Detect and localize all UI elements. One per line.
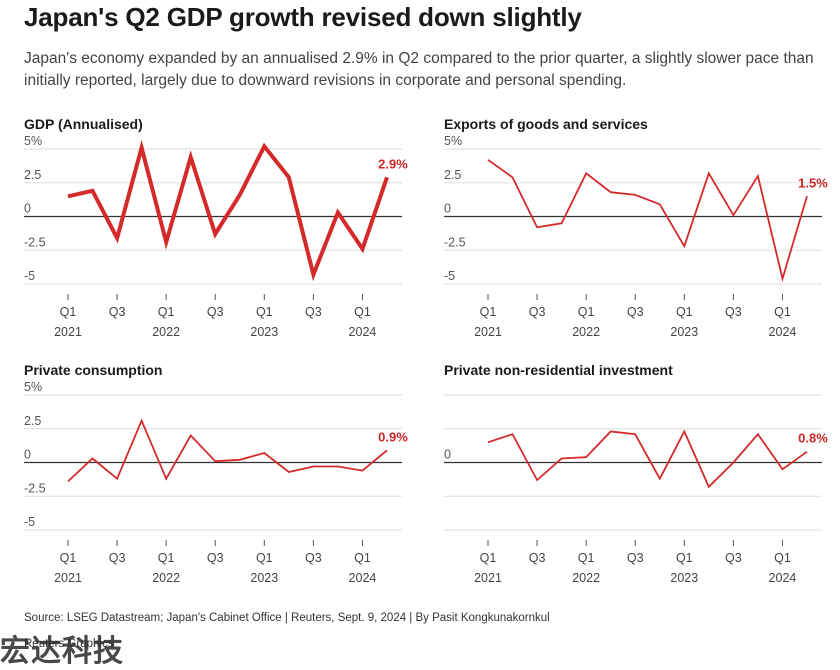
y-tick-label: 2.5 bbox=[24, 168, 41, 182]
y-tick-label: 2.5 bbox=[24, 414, 41, 428]
x-tick-year-label: 2023 bbox=[670, 571, 698, 585]
x-tick-label: Q3 bbox=[627, 305, 644, 319]
x-tick-label: Q1 bbox=[256, 551, 273, 565]
x-tick-year-label: 2024 bbox=[349, 325, 377, 339]
x-tick-year-label: 2024 bbox=[769, 325, 797, 339]
y-tick-label: 5% bbox=[444, 134, 462, 148]
x-tick-year-label: 2023 bbox=[670, 325, 698, 339]
x-tick-label: Q3 bbox=[207, 305, 224, 319]
x-tick-year-label: 2024 bbox=[349, 571, 377, 585]
x-tick-label: Q3 bbox=[109, 551, 126, 565]
chart-svg: 5% 2.5 0 -2.5 -5 Q1 2021 Q3 Q1 2022 Q3 Q1 2023 Q3 Q1 20… bbox=[24, 116, 424, 356]
x-tick-label: Q3 bbox=[109, 305, 126, 319]
x-tick-label: Q1 bbox=[578, 551, 595, 565]
x-tick-year-label: 2022 bbox=[572, 571, 600, 585]
x-tick-year-label: 2022 bbox=[152, 571, 180, 585]
y-tick-label: -5 bbox=[24, 515, 35, 529]
x-tick-label: Q3 bbox=[725, 551, 742, 565]
x-tick-label: Q1 bbox=[60, 551, 77, 565]
y-tick-label: 5% bbox=[24, 134, 42, 148]
x-tick-label: Q1 bbox=[354, 551, 371, 565]
chart-svg: 5% 2.5 0 -2.5 -5 Q1 2021 Q3 Q1 2022 Q3 Q1 2023 Q3 Q1 20… bbox=[444, 116, 840, 356]
data-label: 2.9% bbox=[378, 156, 408, 171]
series-line bbox=[488, 160, 807, 279]
x-tick-label: Q1 bbox=[578, 305, 595, 319]
x-tick-label: Q1 bbox=[256, 305, 273, 319]
page-title: Japan's Q2 GDP growth revised down sligh… bbox=[24, 2, 582, 33]
source-note: Source: LSEG Datastream; Japan's Cabinet… bbox=[24, 612, 550, 624]
series-line bbox=[68, 421, 387, 482]
y-tick-label: -2.5 bbox=[24, 235, 46, 249]
y-tick-label: -5 bbox=[24, 269, 35, 283]
y-tick-label: 2.5 bbox=[444, 168, 461, 182]
x-tick-year-label: 2022 bbox=[572, 325, 600, 339]
x-tick-year-label: 2023 bbox=[250, 325, 278, 339]
x-tick-label: Q1 bbox=[480, 305, 497, 319]
x-tick-label: Q3 bbox=[305, 305, 322, 319]
y-tick-label: 0 bbox=[444, 448, 451, 462]
x-tick-label: Q3 bbox=[305, 551, 322, 565]
x-tick-label: Q1 bbox=[354, 305, 371, 319]
data-label: 0.8% bbox=[798, 431, 828, 446]
x-tick-year-label: 2021 bbox=[54, 325, 82, 339]
x-tick-year-label: 2021 bbox=[474, 325, 502, 339]
chart-svg: 0 Q1 2021 Q3 Q1 2022 Q3 Q1 2023 Q3 Q1 2024 0.8% bbox=[444, 362, 840, 602]
x-tick-label: Q1 bbox=[158, 305, 175, 319]
y-tick-label: 5% bbox=[24, 380, 42, 394]
x-tick-label: Q1 bbox=[676, 551, 693, 565]
y-tick-label: 0 bbox=[24, 202, 31, 216]
x-tick-year-label: 2023 bbox=[250, 571, 278, 585]
x-tick-label: Q3 bbox=[627, 551, 644, 565]
series-line bbox=[488, 432, 807, 487]
x-tick-year-label: 2024 bbox=[769, 571, 797, 585]
y-tick-label: -2.5 bbox=[24, 481, 46, 495]
chart-svg: 5% 2.5 0 -2.5 -5 Q1 2021 Q3 Q1 2022 Q3 Q1 2023 Q3 Q1 20… bbox=[24, 362, 424, 602]
x-tick-label: Q1 bbox=[480, 551, 497, 565]
x-tick-label: Q3 bbox=[725, 305, 742, 319]
x-tick-label: Q3 bbox=[529, 551, 546, 565]
data-label: 0.9% bbox=[378, 429, 408, 444]
x-tick-year-label: 2021 bbox=[54, 571, 82, 585]
y-tick-label: 0 bbox=[444, 202, 451, 216]
x-tick-label: Q3 bbox=[529, 305, 546, 319]
x-tick-label: Q1 bbox=[676, 305, 693, 319]
x-tick-label: Q1 bbox=[774, 305, 791, 319]
x-tick-label: Q1 bbox=[158, 551, 175, 565]
x-tick-year-label: 2021 bbox=[474, 571, 502, 585]
watermark: 宏达科技 bbox=[0, 626, 124, 670]
x-tick-label: Q3 bbox=[207, 551, 224, 565]
x-tick-label: Q1 bbox=[774, 551, 791, 565]
y-tick-label: 0 bbox=[24, 448, 31, 462]
y-tick-label: -5 bbox=[444, 269, 455, 283]
subtitle: Japan's economy expanded by an annualise… bbox=[24, 48, 814, 92]
x-tick-label: Q1 bbox=[60, 305, 77, 319]
series-line bbox=[68, 146, 387, 274]
data-label: 1.5% bbox=[798, 175, 828, 190]
y-tick-label: -2.5 bbox=[444, 235, 466, 249]
x-tick-year-label: 2022 bbox=[152, 325, 180, 339]
